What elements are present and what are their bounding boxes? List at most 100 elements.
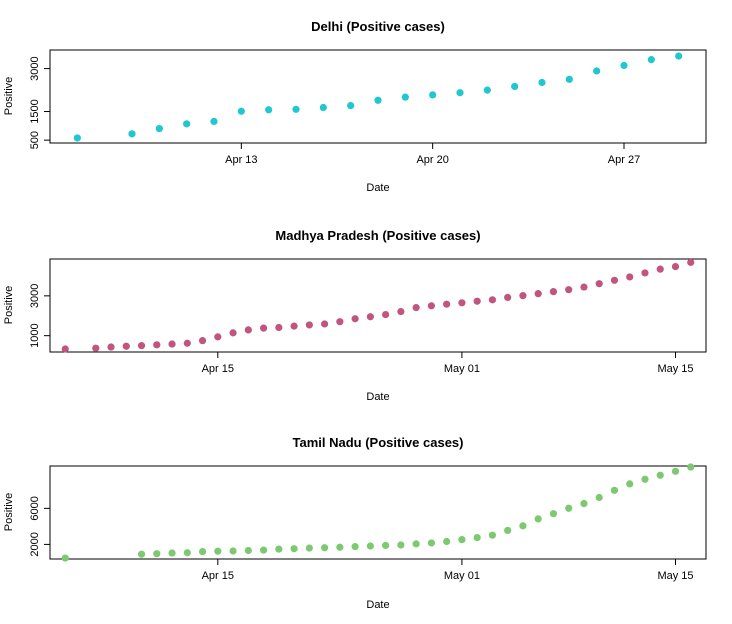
data-point <box>595 493 603 502</box>
data-point <box>580 499 588 508</box>
data-point <box>321 544 329 552</box>
data-point <box>61 345 69 353</box>
x-tick-label: Apr 13 <box>225 154 257 166</box>
data-point <box>290 322 298 330</box>
data-point <box>565 504 573 512</box>
data-point <box>292 105 300 113</box>
data-point <box>626 273 634 281</box>
y-axis: 1000 3000 <box>29 284 50 348</box>
data-point <box>153 341 161 349</box>
x-tick-label: Apr 27 <box>608 154 640 166</box>
panel-tamil-nadu: Tamil Nadu (Positive cases) Apr 15 May 01… <box>3 435 707 611</box>
data-point <box>538 78 546 87</box>
data-point <box>259 546 268 554</box>
data-point <box>183 549 191 557</box>
x-tick-label: Apr 15 <box>202 363 234 375</box>
data-point <box>237 107 245 115</box>
data-point <box>473 533 481 542</box>
y-axis: 500 1500 3000 <box>29 56 50 149</box>
data-point <box>265 106 273 114</box>
data-point <box>214 547 222 555</box>
data-point <box>534 515 542 523</box>
data-point <box>366 542 374 550</box>
data-point <box>565 75 573 83</box>
data-point <box>382 310 390 319</box>
data-point <box>456 89 464 97</box>
y-tick-label: 2000 <box>29 532 41 556</box>
data-point <box>488 296 497 304</box>
data-point <box>412 540 420 548</box>
data-point <box>626 480 634 488</box>
y-tick-label: 1500 <box>29 99 41 123</box>
data-point <box>671 467 680 475</box>
data-point <box>229 329 237 337</box>
data-point <box>321 320 329 328</box>
data-point <box>244 326 252 334</box>
data-point <box>336 318 344 326</box>
data-point <box>319 103 327 112</box>
y-tick-label: 3000 <box>29 284 41 308</box>
y-tick-label: 1000 <box>29 323 41 347</box>
data-point <box>610 486 619 494</box>
data-point <box>534 290 542 298</box>
data-point <box>458 299 466 307</box>
data-point <box>183 339 191 347</box>
data-point <box>656 471 664 479</box>
y-tick-label: 6000 <box>29 496 41 520</box>
data-point <box>687 258 695 266</box>
y-tick-label: 500 <box>29 131 41 149</box>
plot-frame <box>49 49 707 144</box>
data-point <box>443 300 451 308</box>
data-point <box>504 526 512 535</box>
data-point <box>519 292 527 300</box>
data-point <box>155 125 163 133</box>
data-point <box>549 510 558 518</box>
x-axis: Apr 15 May 01 May 15 <box>202 559 694 582</box>
data-point <box>504 293 512 302</box>
data-point <box>641 475 649 483</box>
x-tick-label: May 01 <box>444 363 480 375</box>
data-point <box>382 541 390 550</box>
x-axis-label: Date <box>366 599 389 611</box>
data-point <box>595 280 603 288</box>
panel-delhi: Delhi (Positive cases) Apr 13 Apr 20 Apr 2… <box>3 19 707 194</box>
data-point <box>351 315 359 323</box>
data-point <box>229 547 237 555</box>
data-point <box>305 544 313 552</box>
data-point <box>427 539 435 547</box>
data-points <box>61 258 695 353</box>
data-point <box>168 340 176 348</box>
y-axis-label: Positive <box>3 77 15 116</box>
data-point <box>128 130 136 138</box>
data-point <box>73 134 81 142</box>
data-point <box>511 82 519 91</box>
data-point <box>347 101 355 110</box>
data-point <box>244 546 252 555</box>
data-point <box>366 313 374 321</box>
plot-frame <box>49 258 707 353</box>
data-point <box>290 545 298 553</box>
data-point <box>401 93 409 101</box>
plot-frame <box>49 465 707 560</box>
data-points <box>73 52 683 142</box>
data-point <box>305 321 313 329</box>
panel-madhya-pradesh: Madhya Pradesh (Positive cases) Apr 15 Ma… <box>3 228 707 403</box>
data-point <box>168 549 176 557</box>
data-point <box>92 344 100 352</box>
data-point <box>549 288 558 296</box>
data-point <box>122 342 130 350</box>
x-tick-label: May 01 <box>444 570 480 582</box>
data-point <box>397 541 405 549</box>
data-point <box>374 96 382 104</box>
data-point <box>483 86 491 94</box>
y-axis: 2000 6000 <box>29 496 50 557</box>
data-points <box>61 463 695 562</box>
chart-title: Delhi (Positive cases) <box>311 19 445 34</box>
data-point <box>153 550 161 558</box>
x-tick-label: May 15 <box>657 363 693 375</box>
data-point <box>429 91 437 99</box>
data-point <box>641 269 649 277</box>
x-axis-label: Date <box>366 182 389 194</box>
data-point <box>488 531 497 539</box>
